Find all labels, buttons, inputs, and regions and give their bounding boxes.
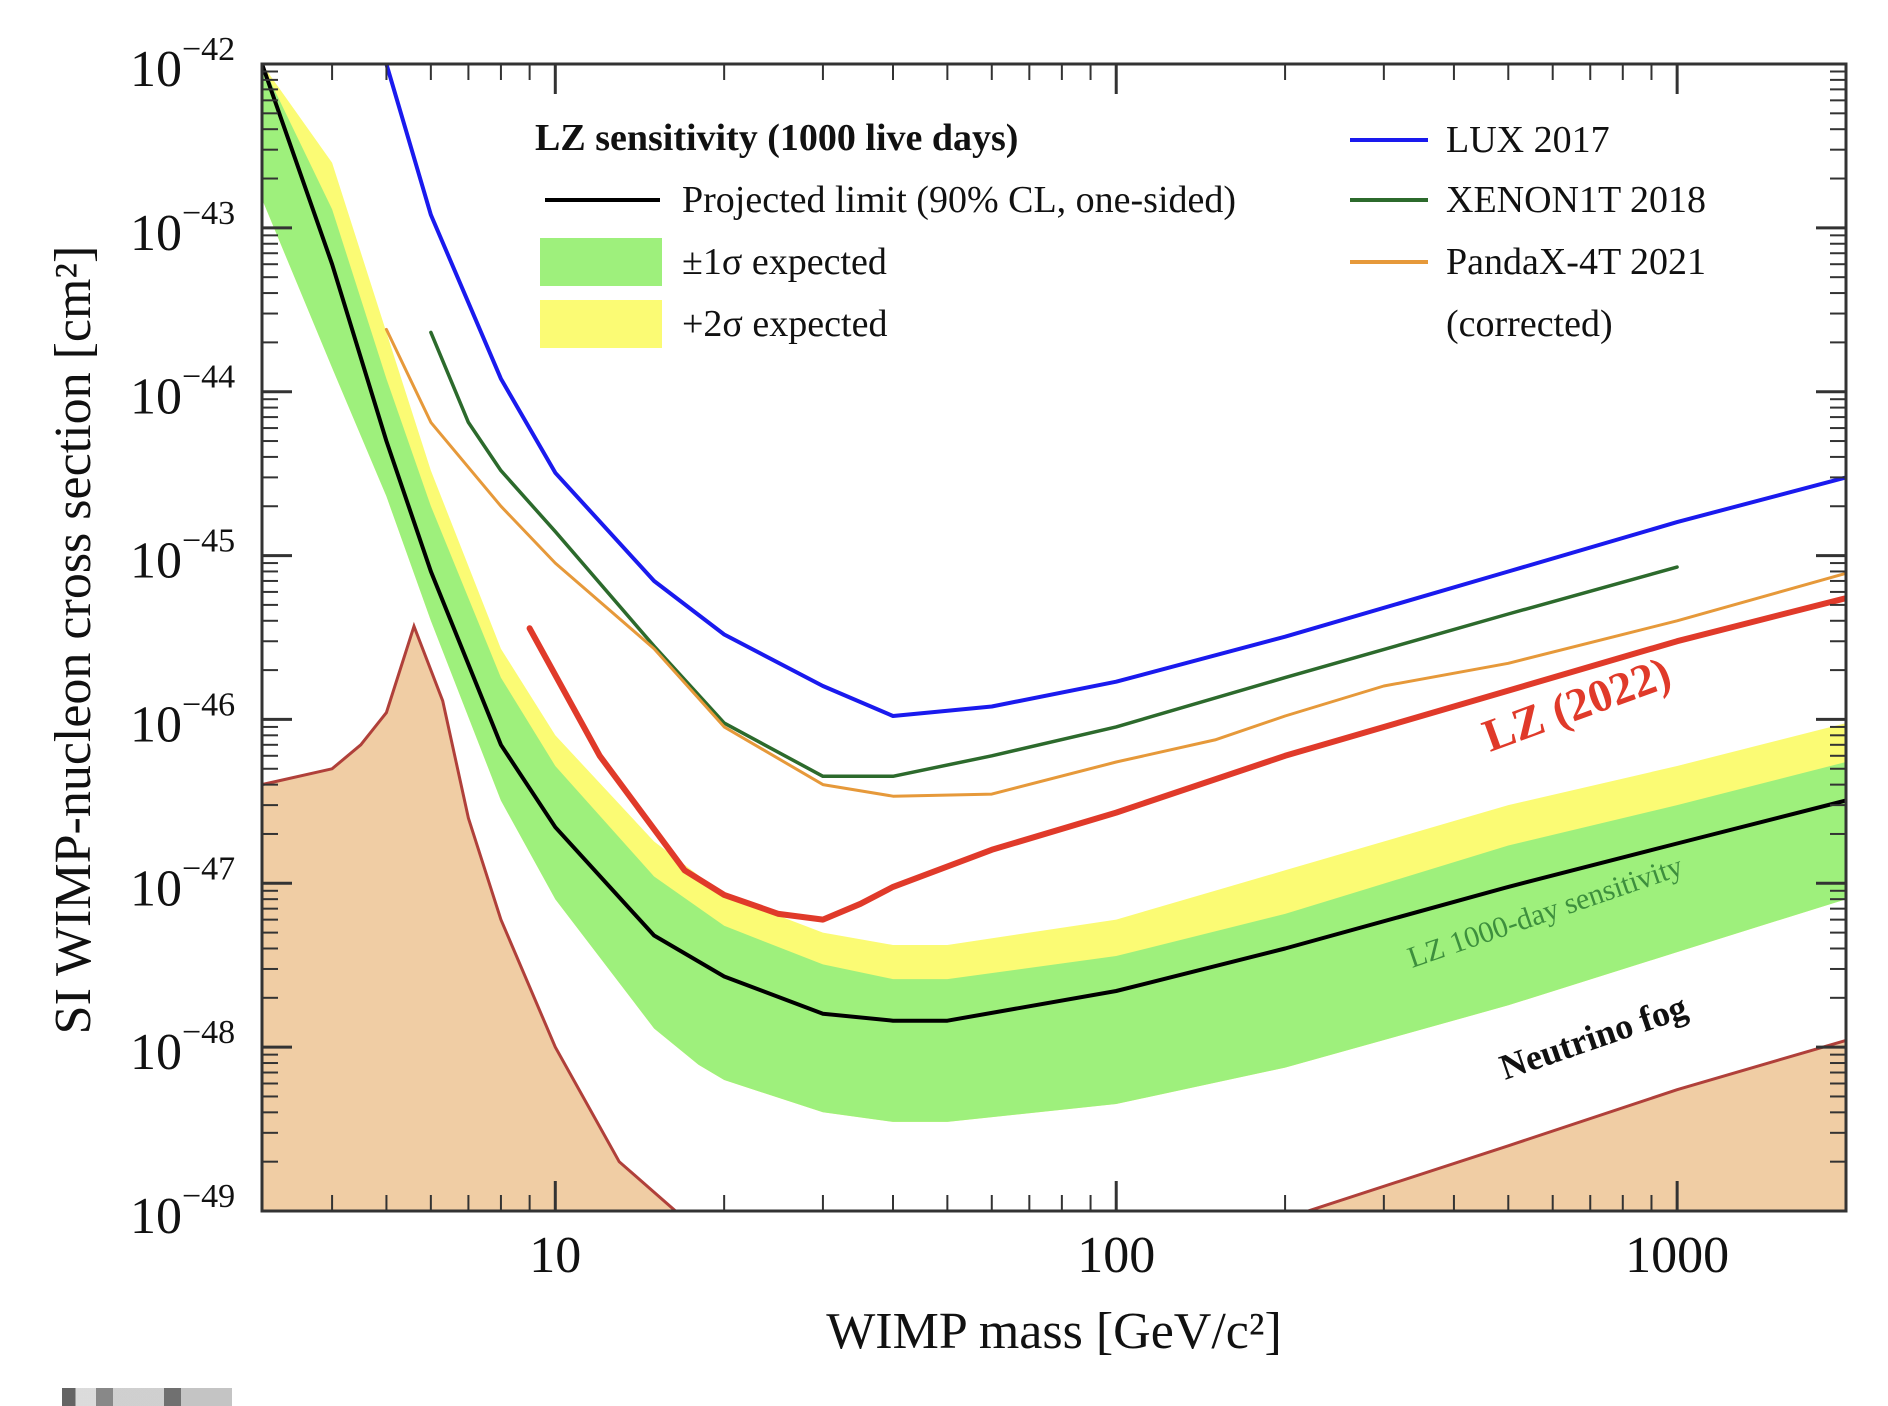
band-2sigma [262,64,1846,1122]
y-tick-label: 10−44 [130,359,235,426]
legend-swatch-1sigma [540,238,662,286]
x-tick-label: 1000 [1625,1227,1729,1284]
legend-label-pandax: PandaX-4T 2021 [1446,241,1706,283]
legend-label-2sigma: +2σ expected [682,303,887,345]
legend-label-xenon: XENON1T 2018 [1446,179,1706,221]
series-lz-2022 [526,595,1846,923]
x-tick-label: 100 [1077,1227,1155,1284]
plot-frame [260,62,1848,1213]
y-tick-label: 10−42 [130,31,235,98]
y-tick-label: 10−46 [130,686,235,753]
y-tick-label: 10−47 [130,850,235,917]
legend-swatch-2sigma [540,300,662,348]
neutrino-fog-area [262,626,1846,1211]
legend-label-1sigma: ±1σ expected [682,241,887,283]
y-tick-label: 10−48 [130,1014,235,1081]
y-tick-label: 10−45 [130,523,235,590]
series-xenon1t-2018 [429,330,1679,779]
series-projected-limit [262,64,1846,1023]
legend-label-pandax-2: (corrected) [1446,303,1613,345]
neutrino-fog-edge [262,621,1846,1211]
x-axis-label: WIMP mass [GeV/c²] [826,1303,1282,1360]
y-axis-label: SI WIMP-nucleon cross section [cm²] [45,246,102,1035]
annotation-neutrino-fog: Neutrino fog [1495,986,1692,1087]
thumbnail-artifact [62,1388,232,1406]
series-lux-2017 [384,64,1846,718]
series-pandax-4t-2021 [384,327,1846,798]
x-tick-label: 10 [529,1227,581,1284]
legend-label-projected: Projected limit (90% CL, one-sided) [682,179,1236,221]
y-tick-label: 10−49 [130,1178,235,1245]
legend-label-lux: LUX 2017 [1446,119,1610,161]
legend-heading: LZ sensitivity (1000 live days) [535,117,1018,159]
y-tick-label: 10−43 [130,195,235,262]
legend: LZ sensitivity (1000 live days) Projecte… [535,117,1706,348]
